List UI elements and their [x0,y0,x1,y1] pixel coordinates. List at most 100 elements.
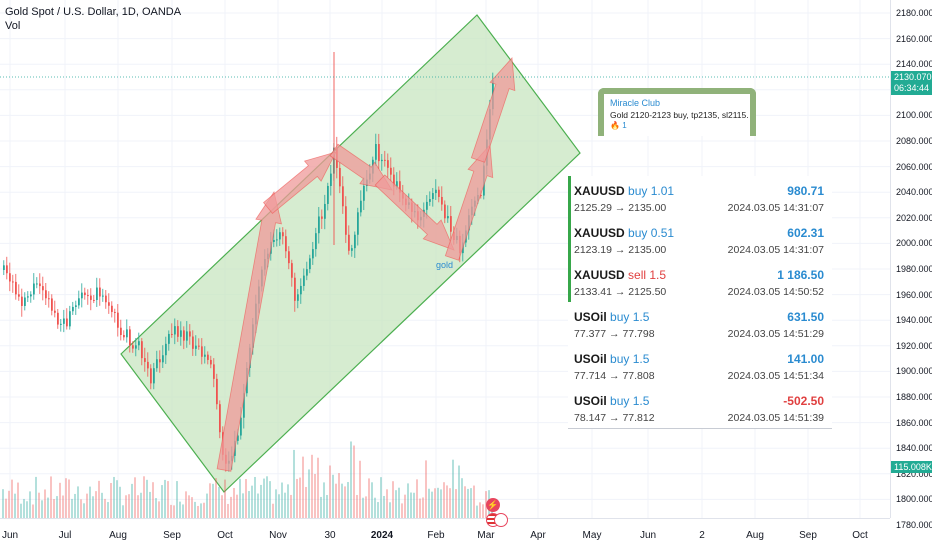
candle-body [282,232,284,237]
volume-bar [245,479,247,518]
candle-body [84,292,86,296]
volume-bar [401,503,403,518]
candle-body [162,355,164,363]
volume-bar [347,482,349,518]
candle-body [351,248,353,251]
trade-profit: 980.71 [787,184,824,198]
trade-side: buy [628,184,648,198]
candle-body [285,236,287,252]
volume-bar [254,476,256,518]
volume-bar [446,485,448,518]
candle-body [384,159,386,161]
volume-bar [290,494,292,518]
candle-body [339,167,341,187]
volume-bar [188,495,190,518]
volume-bar [161,485,163,518]
volume-bar [404,494,406,518]
candle-body [21,296,23,306]
volume-bar [419,498,421,518]
volume-bar [35,476,37,518]
volume-bar [38,492,40,518]
volume-bar [131,483,133,518]
candle-body [390,167,392,175]
volume-bar [236,494,238,518]
price-axis[interactable]: 2180.0002160.0002140.0002120.0002100.000… [890,0,932,530]
candle-body [168,333,170,344]
candle-body [120,327,122,335]
candle-body [186,331,188,341]
volume-bar [350,441,352,518]
volume-bar [50,476,52,518]
candle-body [123,334,125,338]
volume-bar [92,496,94,518]
candle-body [309,258,311,270]
price-tick: 2060.000 [896,161,932,172]
volume-bar [65,478,67,518]
candle-body [105,295,107,303]
volume-bar [341,483,343,518]
volume-bar [257,493,259,518]
candle-body [78,298,80,306]
price-tick: 2080.000 [896,136,932,146]
candle-body [306,269,308,276]
signal-message: Gold 2120-2123 buy, tp2135, sl2115. [610,110,749,120]
volume-bar [119,486,121,518]
trade-profit: 1 186.50 [777,268,824,282]
volume-bar [389,502,391,518]
candle-body [348,234,350,251]
price-tick: 1780.000 [896,520,932,530]
candle-body [444,204,446,219]
price-tick: 1820.000 [896,468,932,479]
candle-body [435,189,437,194]
price-tick: 1920.000 [896,340,932,351]
candle-body [156,359,158,369]
candle-body [396,181,398,187]
volume-bar [380,477,382,518]
trade-profit: -502.50 [783,394,824,408]
volume-bar [398,487,400,518]
volume-bar [101,492,103,518]
candle-body [45,290,47,299]
candle-body [33,283,35,295]
candle-body [192,336,194,349]
candle-body [18,294,20,297]
volume-bar [296,478,298,518]
volume-bar [368,478,370,518]
volume-bar [41,500,43,518]
candle-body [375,144,377,160]
time-axis[interactable]: Jun Jul Aug Sep Oct Nov 30 2024 Feb Mar Apr May Jun 2… [0,518,890,551]
volume-bar [185,491,187,518]
volume-label[interactable]: Vol [5,20,21,32]
symbol-title[interactable]: Gold Spot / U.S. Dollar, 1D, OANDA [5,6,182,18]
volume-bar [80,499,82,518]
volume-bar [416,479,418,518]
price-tick: 1960.000 [896,289,932,300]
time-tick: Apr [530,530,546,541]
candle-body [24,297,26,306]
candle-body [147,361,149,369]
trade-volume: 1.5 [632,310,650,324]
volume-bar [68,479,70,518]
volume-bar [299,477,301,518]
volume-bar [32,504,34,518]
volume-bar [74,493,76,518]
volume-bar [152,482,154,518]
volume-bar [146,479,148,518]
volume-bar [23,498,25,518]
trade-volume: 0.51 [650,226,675,240]
volume-bar [305,486,307,518]
volume-bar [8,490,10,518]
candle-body [174,326,176,335]
volume-bar [281,482,283,518]
volume-bar [128,494,130,518]
volume-bar [122,505,124,518]
volume-bar [434,488,436,518]
reaction-count: 1 [622,121,627,130]
trade-prices: 2133.41 → 2125.50 [574,286,667,298]
time-tick: Aug [746,530,764,541]
candle-body [189,331,191,337]
event-icon[interactable] [494,513,508,527]
lightning-icon[interactable]: ⚡ [486,498,500,512]
price-tick: 1860.000 [896,417,932,428]
volume-bar [248,491,250,518]
